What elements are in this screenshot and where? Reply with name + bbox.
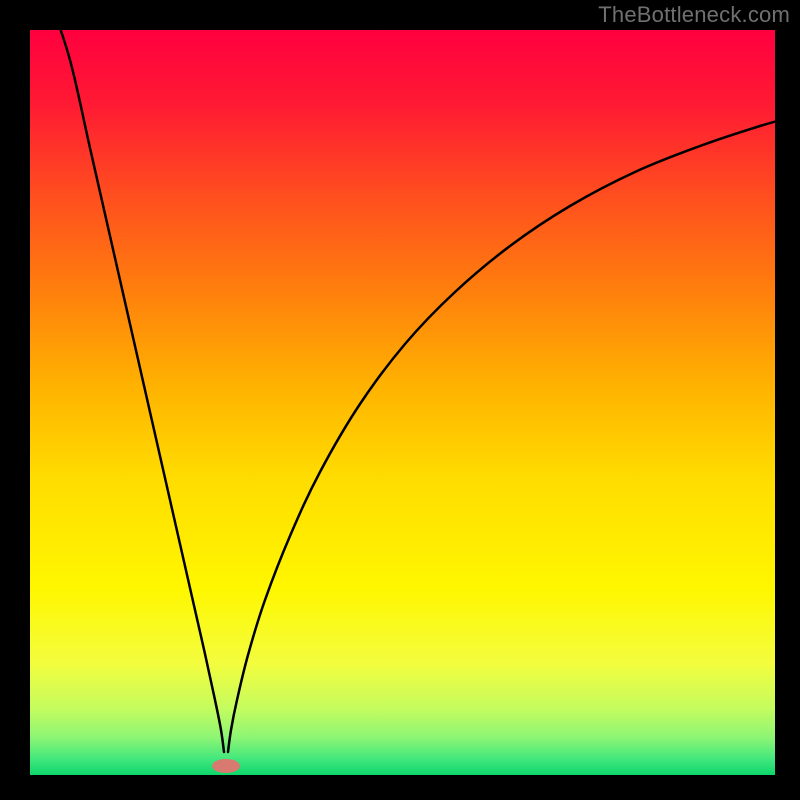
watermark-label: TheBottleneck.com — [598, 2, 790, 28]
cusp-marker — [212, 759, 240, 773]
plot-background — [30, 30, 775, 775]
bottleneck-curve-chart — [0, 0, 800, 800]
chart-container: TheBottleneck.com — [0, 0, 800, 800]
